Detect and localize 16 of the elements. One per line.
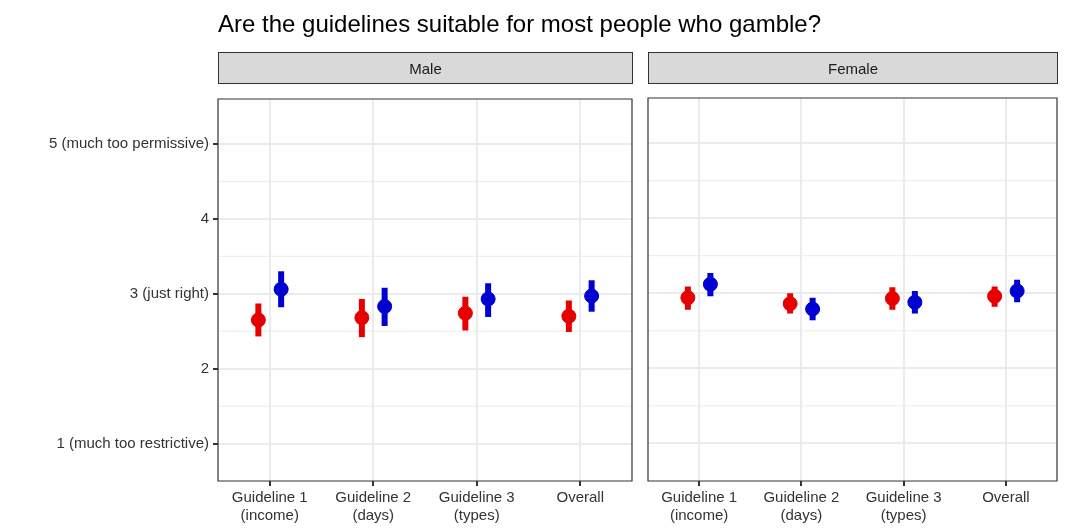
- chart-title: Are the guidelines suitable for most people who gamble?: [218, 10, 822, 38]
- y-tick-label: 5 (much too permissive): [48, 134, 209, 152]
- x-tick-label: Guideline 1 (income): [661, 488, 738, 524]
- y-tick-label: 4: [200, 208, 209, 226]
- x-tick-label: Guideline 1 (income): [231, 488, 308, 524]
- chart-subtitle: Male: [218, 52, 633, 84]
- x-tick-label: Overall: [556, 488, 605, 506]
- chart-subtitle: Female: [648, 52, 1058, 84]
- y-tick-label: 2: [200, 358, 209, 376]
- y-tick-label: 1 (much too restrictive): [56, 433, 209, 451]
- x-tick-label: Guideline 3 (types): [865, 488, 942, 524]
- y-tick-label: 3 (just right): [129, 283, 209, 301]
- x-tick-label: Guideline 2 (days): [763, 488, 840, 524]
- x-tick-label: Guideline 3 (types): [438, 488, 515, 524]
- x-tick-label: Overall: [982, 488, 1030, 506]
- x-tick-label: Guideline 2 (days): [335, 488, 412, 524]
